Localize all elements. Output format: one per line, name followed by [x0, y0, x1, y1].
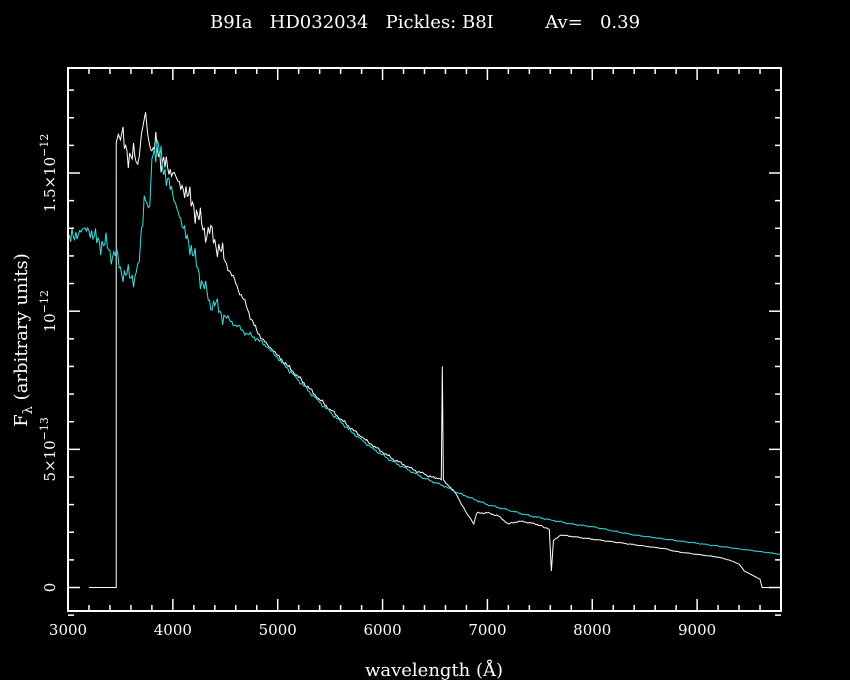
- spectrum-series-0: [88, 112, 781, 589]
- x-tick-label: 4000: [154, 621, 192, 639]
- y-axis-label-rest: (arbitrary units): [11, 253, 32, 406]
- y-axis-label: Fλ (arbitrary units): [11, 253, 36, 427]
- x-tick-label: 5000: [259, 621, 297, 639]
- chart-title: B9Ia HD032034 Pickles: B8I Av= 0.39: [210, 12, 640, 33]
- y-tick-label: 1.5×10−12: [38, 134, 59, 213]
- x-tick-label: 3000: [49, 621, 87, 639]
- y-tick-mantissa: 0: [41, 583, 59, 593]
- y-tick-exponent: −12: [38, 134, 51, 157]
- y-tick-label: 5×10−13: [38, 417, 59, 481]
- series-group: [67, 112, 782, 589]
- y-tick-mantissa: 10: [41, 313, 59, 332]
- y-tick-exponent: −12: [38, 290, 51, 313]
- x-tick-label: 9000: [678, 621, 716, 639]
- y-tick-mantissa: 1.5×10: [41, 157, 59, 213]
- x-tick-label: 6000: [363, 621, 401, 639]
- spectrum-series-1: [67, 139, 782, 555]
- y-axis-label-main: F: [11, 414, 32, 427]
- y-tick-exponent: −13: [38, 417, 51, 440]
- x-tick-labels: 3000 4000 5000 6000 7000 8000 9000: [49, 621, 716, 639]
- y-tick-mantissa: 5×10: [41, 440, 59, 481]
- y-tick-label: 10−12: [38, 290, 59, 332]
- y-axis-label-sub: λ: [21, 406, 36, 414]
- x-tick-label: 7000: [468, 621, 506, 639]
- y-tick-label: 0: [41, 583, 59, 593]
- x-tick-label: 8000: [573, 621, 611, 639]
- axis-ticks: [67, 68, 782, 616]
- x-axis-label: wavelength (Å): [365, 659, 503, 680]
